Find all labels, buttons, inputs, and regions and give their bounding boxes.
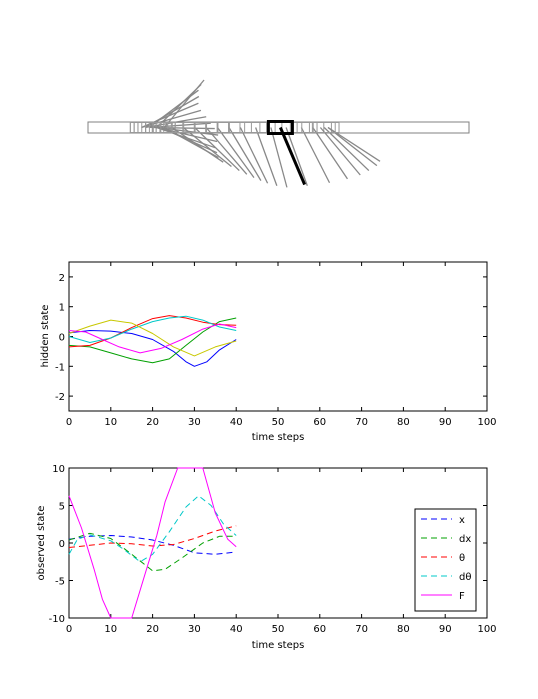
x-tick-label: 70 bbox=[355, 624, 368, 635]
current-cart bbox=[266, 120, 294, 135]
history-pole-line bbox=[319, 127, 361, 176]
y-tick-label: -1 bbox=[55, 362, 65, 373]
x-tick-label: 10 bbox=[104, 417, 117, 428]
history-pole-line bbox=[312, 127, 348, 180]
series-line-x bbox=[68, 535, 237, 555]
x-tick-label: 0 bbox=[66, 417, 72, 428]
history-cart bbox=[228, 122, 252, 133]
history-pole-line bbox=[327, 126, 378, 167]
cart-pole-panel bbox=[87, 79, 470, 188]
series-line-3 bbox=[68, 315, 237, 343]
current-pole-line bbox=[279, 126, 307, 186]
x-tick-label: 30 bbox=[188, 417, 201, 428]
history-pole-line bbox=[323, 127, 370, 172]
y-tick-label: -10 bbox=[49, 614, 65, 625]
x-tick-label: 20 bbox=[146, 417, 159, 428]
hidden-state-lines bbox=[68, 315, 237, 367]
y-tick-label: 2 bbox=[59, 273, 65, 284]
observed-state-legend: x dx θ dθ F bbox=[414, 508, 477, 612]
x-tick-label: 50 bbox=[272, 624, 285, 635]
legend-box bbox=[414, 508, 477, 612]
history-pole-line bbox=[156, 83, 202, 128]
series-line-θ bbox=[68, 525, 237, 548]
history-pole-line bbox=[217, 127, 255, 179]
legend-label: x bbox=[459, 515, 465, 526]
observed-state-panel: 0 10 20 30 40 50 60 70 80 90 100 -10 -5 0 5 10 time st… bbox=[36, 464, 497, 651]
legend-label: θ bbox=[459, 553, 465, 564]
x-tick-label: 20 bbox=[146, 624, 159, 635]
legend-label: dx bbox=[459, 534, 471, 545]
y-tick-label: 0 bbox=[59, 333, 65, 344]
history-pole-line bbox=[160, 126, 218, 154]
x-tick-label: 30 bbox=[188, 624, 201, 635]
x-tick-label: 100 bbox=[477, 624, 496, 635]
history-pole-line bbox=[327, 126, 381, 162]
x-tick-label: 40 bbox=[230, 624, 243, 635]
legend-label: F bbox=[459, 591, 465, 602]
history-pole-line bbox=[300, 127, 331, 184]
series-line-F bbox=[68, 467, 237, 619]
hidden-state-xlabel: time steps bbox=[252, 432, 305, 443]
x-tick-label: 100 bbox=[477, 417, 496, 428]
series-line-dθ bbox=[68, 495, 237, 563]
legend-label: dθ bbox=[459, 572, 471, 583]
x-tick-label: 70 bbox=[355, 417, 368, 428]
observed-state-ylabel: observed state bbox=[36, 506, 47, 581]
history-pole-line bbox=[182, 126, 232, 168]
x-tick-label: 90 bbox=[439, 624, 452, 635]
x-tick-label: 10 bbox=[104, 624, 117, 635]
y-tick-label: -2 bbox=[55, 392, 65, 403]
series-line-0 bbox=[68, 330, 237, 367]
x-tick-label: 50 bbox=[272, 417, 285, 428]
history-pole-line bbox=[141, 102, 199, 129]
hidden-state-ylabel: hidden state bbox=[40, 305, 51, 368]
x-tick-label: 60 bbox=[313, 624, 326, 635]
x-tick-label: 80 bbox=[397, 624, 410, 635]
history-pole-line bbox=[255, 127, 278, 186]
x-tick-label: 80 bbox=[397, 417, 410, 428]
history-pole-line bbox=[148, 122, 211, 129]
y-tick-label: 1 bbox=[59, 303, 65, 314]
history-pole-line bbox=[141, 109, 202, 129]
x-tick-label: 40 bbox=[230, 417, 243, 428]
x-tick-label: 90 bbox=[439, 417, 452, 428]
hidden-state-xticks: 0 10 20 30 40 50 60 70 80 90 100 bbox=[66, 262, 497, 428]
series-line-2 bbox=[68, 315, 237, 348]
history-cart bbox=[244, 122, 268, 133]
history-pole-line bbox=[194, 127, 240, 172]
x-tick-label: 0 bbox=[66, 624, 72, 635]
pole-history bbox=[129, 79, 381, 188]
y-tick-label: 5 bbox=[59, 502, 65, 513]
series-line-dx bbox=[68, 532, 237, 572]
x-tick-label: 60 bbox=[313, 417, 326, 428]
y-tick-label: -5 bbox=[55, 577, 65, 588]
hidden-state-axes-box bbox=[68, 261, 488, 412]
y-tick-label: 0 bbox=[59, 539, 65, 550]
observed-state-xlabel: time steps bbox=[252, 640, 305, 651]
history-pole-21 bbox=[244, 122, 278, 186]
history-pole-line bbox=[205, 127, 248, 175]
history-pole-line bbox=[239, 127, 269, 184]
history-pole-line bbox=[285, 127, 308, 186]
series-line-4 bbox=[68, 319, 237, 357]
history-pole-15 bbox=[171, 122, 232, 168]
current-pole bbox=[266, 120, 307, 186]
observed-state-xticks: 0 10 20 30 40 50 60 70 80 90 100 bbox=[66, 468, 497, 635]
series-line-5 bbox=[68, 323, 237, 354]
history-cart bbox=[316, 122, 340, 133]
hidden-state-panel: 0 10 20 30 40 50 60 70 80 90 100 -2 -1 0 1 2 time step… bbox=[40, 261, 497, 443]
history-pole-line bbox=[171, 126, 224, 163]
hidden-state-yticks: -2 -1 0 1 2 bbox=[55, 273, 487, 403]
observed-state-lines bbox=[68, 467, 237, 619]
history-pole-20 bbox=[228, 122, 269, 184]
history-pole-19 bbox=[217, 122, 262, 181]
history-pole-line bbox=[270, 127, 288, 188]
history-pole-29 bbox=[316, 122, 381, 162]
history-pole-line bbox=[228, 127, 262, 181]
y-tick-label: 10 bbox=[52, 464, 65, 475]
